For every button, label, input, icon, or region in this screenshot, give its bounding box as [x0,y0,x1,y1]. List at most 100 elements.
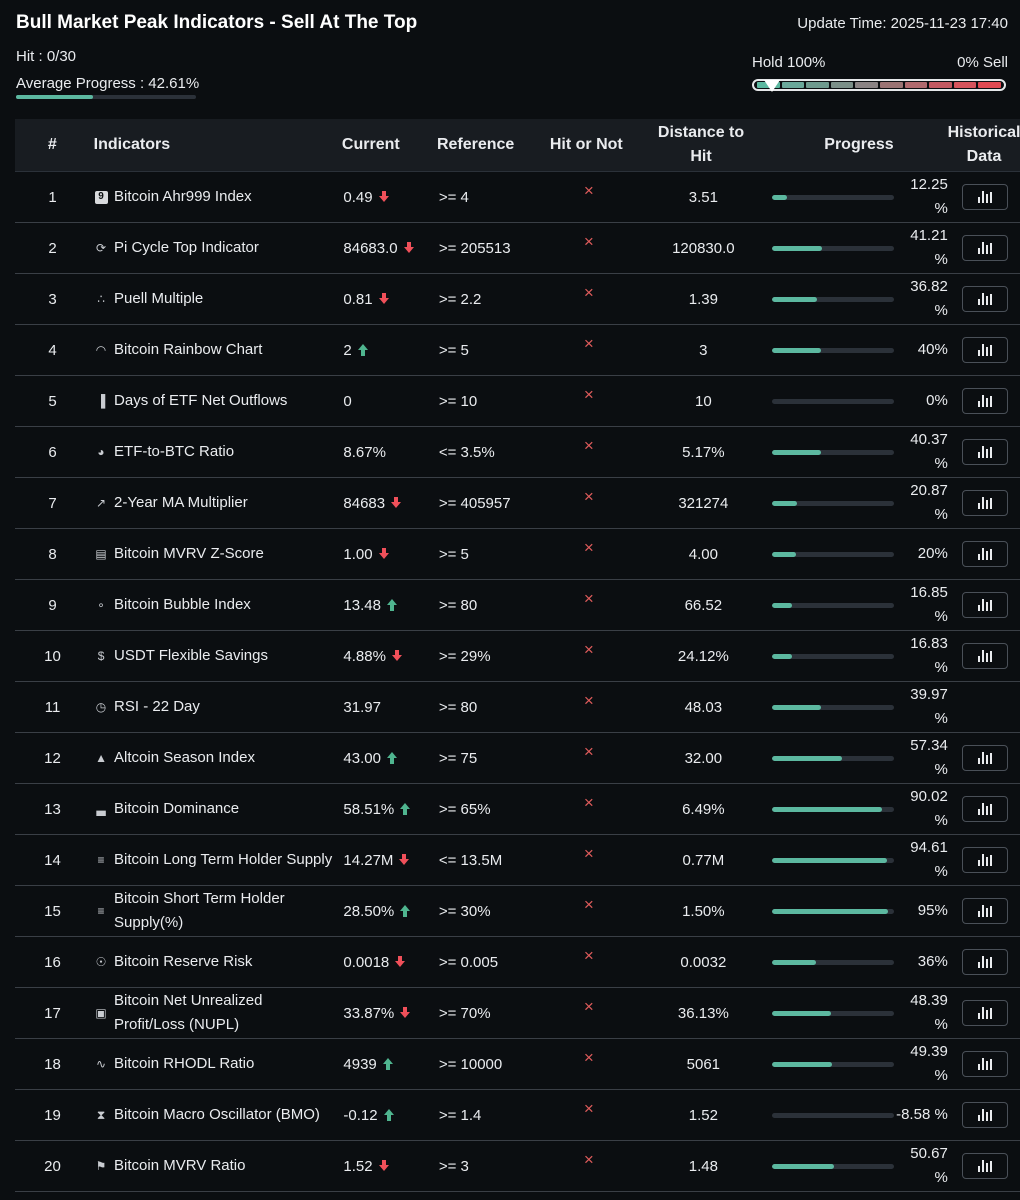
indicator-name[interactable]: ▤ Bitcoin MVRV Z-Score [90,542,337,566]
progress-text: 95% [917,902,948,919]
progress-cell: 20% [768,542,951,566]
reference-value: >= 10 [438,392,478,410]
indicator-name[interactable]: ▃ Bitcoin Dominance [90,797,337,821]
historical-data-button[interactable] [962,643,1009,669]
col-indicators: Indicators [93,136,171,153]
progress-bar [771,857,894,863]
cycle-icon: ⟳ [96,241,107,255]
distance-value: 3 [699,341,708,359]
historical-data-button[interactable] [962,388,1009,414]
indicator-name[interactable]: ≡ Bitcoin Long Term Holder Supply [90,848,337,872]
row-number: 10 [44,647,61,665]
reference-value: <= 13.5M [438,851,503,869]
table-row: 7 ↗ 2-Year MA Multiplier 84683 >= 405957 × 321… [15,478,1020,529]
row-number: 2 [48,239,57,257]
historical-data-button[interactable] [962,898,1009,924]
historical-data-button[interactable] [962,592,1009,618]
indicator-name[interactable]: $ USDT Flexible Savings [90,644,337,668]
historical-data-button[interactable] [962,1153,1009,1179]
historical-data-button[interactable] [962,745,1009,771]
historical-data-button[interactable] [962,847,1009,873]
indicator-name[interactable]: ◷ RSI - 22 Day [90,695,337,719]
progress-cell: 57.34 % [768,734,951,782]
progress-text: 49.39 % [910,1043,948,1084]
wallet-icon: ▣ [95,1006,107,1020]
historical-data-button[interactable] [962,286,1009,312]
progress-text: 50.67 % [910,1145,948,1186]
current-value-text: 13.48 [343,596,381,614]
indicator-name[interactable]: ∴ Puell Multiple [90,287,337,311]
progress-text: 36.82 % [910,278,948,319]
historical-data-button[interactable] [962,796,1009,822]
hit-status-icon: × [583,589,594,608]
historical-data-button[interactable] [962,337,1009,363]
historical-cell [951,949,1020,975]
row-number: 3 [48,290,57,308]
indicator-name[interactable]: 9 Bitcoin Ahr999 Index [90,185,337,209]
indicator-name[interactable]: ⧗ Bitcoin Macro Oscillator (BMO) [90,1103,337,1127]
historical-data-button[interactable] [962,949,1009,975]
gauge-segment [978,82,1001,88]
indicator-label: Bitcoin Short Term Holder Supply(%) [114,890,285,931]
trend-down-icon [399,854,410,866]
current-value-text: 14.27M [343,851,394,869]
distance-value: 48.03 [684,698,723,716]
historical-data-button[interactable] [962,184,1009,210]
indicator-name[interactable]: ▲ Altcoin Season Index [90,746,337,770]
progress-bar [771,704,894,710]
indicator-name[interactable]: ≡ Bitcoin Short Term Holder Supply(%) [90,887,337,935]
bar-chart-icon [978,1058,993,1070]
progress-fill [771,806,882,812]
historical-data-button[interactable] [962,490,1009,516]
row-number: 1 [48,188,57,206]
row-number: 4 [48,341,57,359]
indicator-label: Bitcoin Rainbow Chart [114,341,263,358]
reference-value: >= 75 [438,749,478,767]
table-row: 17 ▣ Bitcoin Net Unrealized Profit/Loss (N… [15,988,1020,1039]
distance-value: 1.39 [688,290,718,308]
progress-text: 40% [917,341,948,358]
number-nine-icon: 9 [94,190,108,204]
indicator-name[interactable]: ☉ Bitcoin Reserve Risk [90,950,337,974]
indicator-name[interactable]: ⚑ Bitcoin MVRV Ratio [90,1154,337,1178]
historical-data-button[interactable] [962,1000,1009,1026]
distance-value: 5.17% [682,443,725,461]
historical-cell [951,286,1020,312]
gauge-segment [781,82,805,88]
indicator-name[interactable]: ⟳ Pi Cycle Top Indicator [90,236,337,260]
historical-cell [951,439,1020,465]
dollar-icon: $ [97,649,105,663]
historical-data-button[interactable] [962,1102,1009,1128]
table-row: 8 ▤ Bitcoin MVRV Z-Score 1.00 >= 5 × 4.00 20% [15,529,1020,580]
progress-text: 16.83 % [910,635,948,676]
reference-value: <= 3.5% [438,443,495,461]
table-row: 9 ∘ Bitcoin Bubble Index 13.48 >= 80 × 66.52 16… [15,580,1020,631]
current-value: 13.48 [337,597,432,614]
historical-data-button[interactable] [962,235,1009,261]
row-number: 13 [44,800,61,818]
indicator-label: Bitcoin Bubble Index [114,596,251,613]
indicator-name[interactable]: ∘ Bitcoin Bubble Index [90,593,337,617]
table-row: 10 $ USDT Flexible Savings 4.88% >= 29% × 24.1… [15,631,1020,682]
indicator-name[interactable]: ▣ Bitcoin Net Unrealized Profit/Loss (NUP… [90,989,337,1037]
hit-status-icon: × [583,487,594,506]
historical-data-button[interactable] [962,541,1009,567]
bar-chart-icon [978,599,993,611]
historical-cell [951,898,1020,924]
current-value: 14.27M [337,852,432,869]
hit-status-icon: × [583,997,594,1016]
current-value-text: 43.00 [343,749,381,767]
indicator-name[interactable]: ∿ Bitcoin RHODL Ratio [90,1052,337,1076]
rainbow-icon: ◠ [95,343,107,357]
historical-data-button[interactable] [962,1051,1009,1077]
indicator-name[interactable]: ▐ Days of ETF Net Outflows [90,389,337,413]
indicator-name[interactable]: ↗ 2-Year MA Multiplier [90,491,337,515]
table-row: 4 ◠ Bitcoin Rainbow Chart 2 >= 5 × 3 40% [15,325,1020,376]
bar-chart-icon [978,191,993,203]
indicator-label: Bitcoin MVRV Ratio [114,1157,246,1174]
hit-status-icon: × [583,385,594,404]
indicator-name[interactable]: ◠ Bitcoin Rainbow Chart [90,338,337,362]
historical-data-button[interactable] [962,439,1009,465]
indicator-name[interactable]: ◕ ETF-to-BTC Ratio [90,440,337,464]
trend-down-icon [378,548,389,560]
